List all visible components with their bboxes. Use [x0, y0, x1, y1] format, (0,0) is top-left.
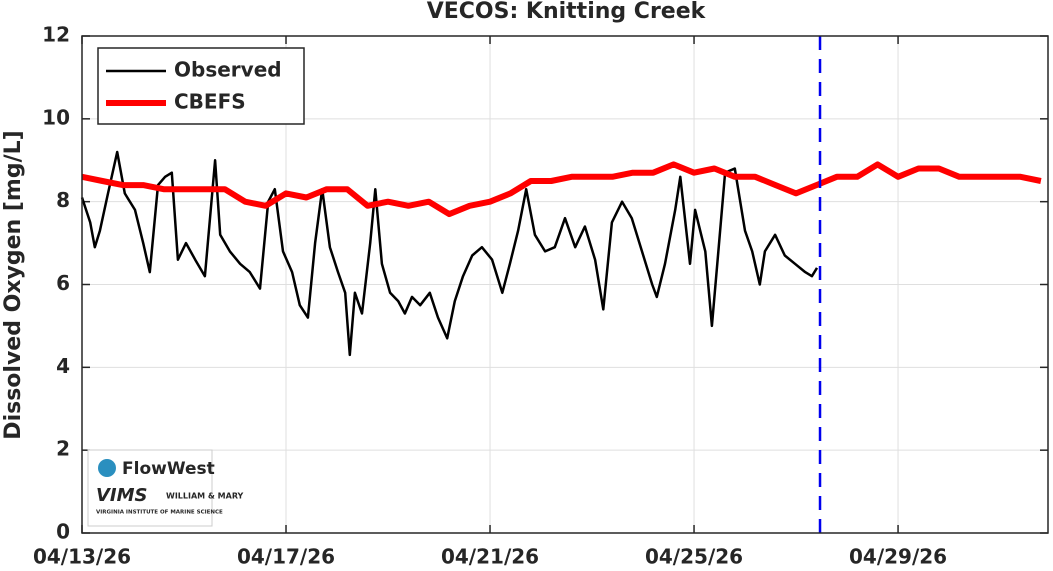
legend-box	[97, 47, 305, 125]
logo-icon	[98, 459, 116, 477]
series-line	[80, 150, 819, 357]
plot-frame	[81, 35, 1049, 534]
logo-brand: FlowWest	[122, 459, 215, 479]
legend-label: Observed	[174, 58, 282, 82]
y-tick-label: 10	[42, 105, 70, 129]
legend-label: CBEFS	[174, 90, 246, 114]
y-axis-label: Dissolved Oxygen [mg/L]	[1, 130, 26, 439]
x-tick-label: 04/21/26	[441, 545, 539, 569]
logo-college: WILLIAM & MARY	[166, 492, 244, 501]
y-tick-label: 4	[56, 354, 70, 378]
logo: FlowWest VIMS WILLIAM & MARY VIRGINIA IN…	[87, 449, 244, 527]
y-tick-label: 6	[56, 271, 70, 295]
legend: Observed CBEFS	[97, 47, 305, 125]
logo-institute: VIRGINIA INSTITUTE OF MARINE SCIENCE	[96, 510, 223, 516]
x-tick-label: 04/29/26	[849, 545, 947, 569]
chart-title: VECOS: Knitting Creek	[427, 0, 707, 24]
y-tick-label: 2	[56, 437, 70, 461]
y-tick-label: 0	[56, 520, 70, 544]
x-tick-label: 04/13/26	[33, 545, 131, 569]
series-line	[81, 161, 1042, 218]
y-tick-label: 8	[56, 188, 70, 212]
logo-vims: VIMS	[96, 485, 148, 506]
x-tick-label: 04/17/26	[237, 545, 335, 569]
y-tick-label: 12	[42, 23, 70, 47]
x-tick-label: 04/25/26	[645, 545, 743, 569]
